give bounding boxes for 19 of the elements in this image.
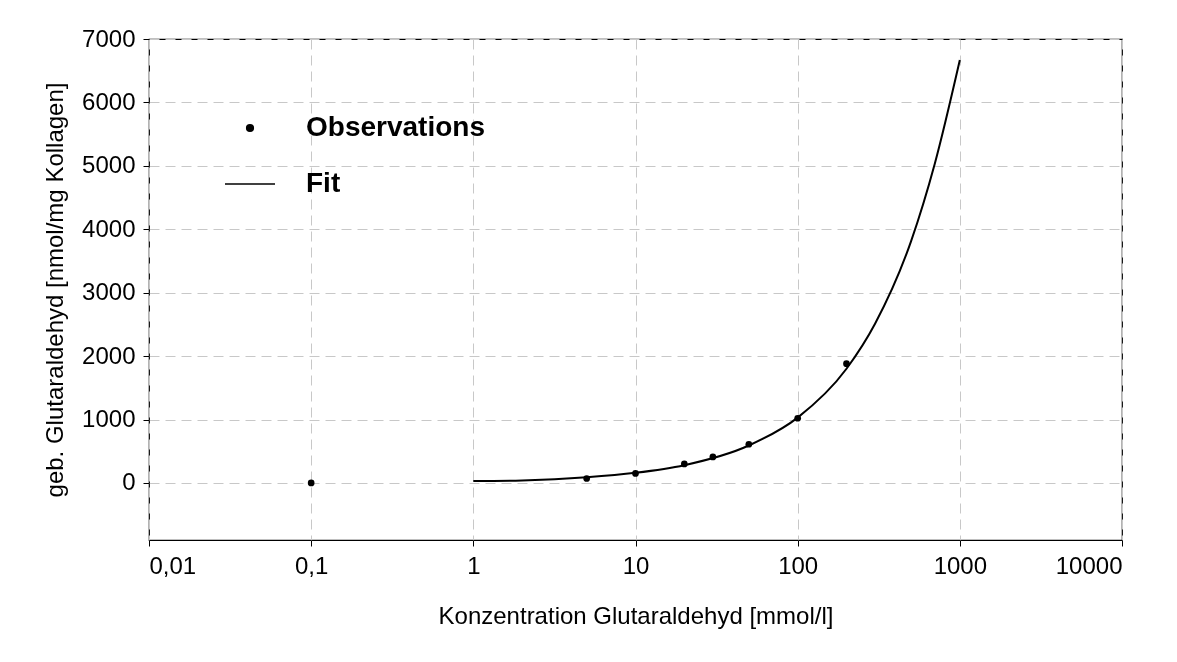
y-tick-label: 2000 [82, 341, 136, 369]
x-axis-title: Konzentration Glutaraldehyd [mmol/l] [438, 601, 834, 629]
y-tick-label: 0 [122, 468, 136, 496]
y-tick-label: 6000 [82, 87, 136, 115]
x-tick-label: 100 [778, 551, 819, 579]
x-tick-label: 1 [467, 551, 481, 579]
legend-label: Observations [306, 111, 485, 142]
x-tick-label: 0,01 [149, 551, 197, 579]
y-tick-label: 7000 [82, 24, 136, 52]
y-axis-title: geb. Glutaraldehyd [nmol/mg Kollagen] [41, 82, 69, 498]
x-tick-label: 1000 [933, 551, 988, 579]
y-tick-label: 4000 [82, 214, 136, 242]
x-tick-label: 10000 [1055, 551, 1123, 579]
x-tick-label: 10 [622, 551, 650, 579]
legend-label: Fit [306, 167, 341, 198]
y-tick-label: 1000 [82, 405, 136, 433]
x-tick-label: 0,1 [294, 551, 329, 579]
y-tick-label: 3000 [82, 278, 136, 306]
y-tick-label: 5000 [82, 151, 136, 179]
